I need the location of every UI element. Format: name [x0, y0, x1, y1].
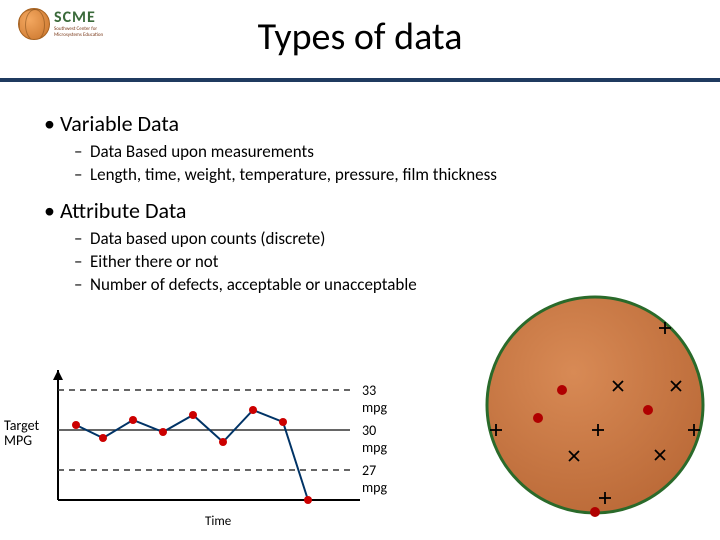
chart-ylabel: TargetMPG — [4, 418, 39, 449]
bullet-variable: Variable Data — [44, 110, 690, 137]
globe-icon — [18, 8, 50, 40]
logo-sub2: Microsystems Education — [54, 32, 103, 38]
chart-xlabel: Time — [205, 514, 231, 529]
bullet-attribute: Attribute Data — [44, 197, 690, 224]
logo-main: SCME — [54, 10, 103, 26]
logo: SCME Southwest Center for Microsystems E… — [18, 8, 103, 40]
line-chart: TargetMPG Time 33 mpg 30 mpg 27 mpg — [50, 370, 380, 520]
bullet-variable-2: Length, time, weight, temperature, press… — [90, 164, 690, 187]
bullet-variable-1: Data Based upon measurements — [90, 141, 690, 164]
bullet-attribute-2: Either there or not — [90, 251, 690, 274]
ref-label-33: 33 mpg — [362, 382, 387, 416]
bullet-attribute-1: Data based upon counts (discrete) — [90, 228, 690, 251]
ref-label-27: 27 mpg — [362, 462, 387, 496]
wafer-diagram — [480, 290, 710, 520]
ref-label-30: 30 mpg — [362, 422, 387, 456]
page-title: Types of data — [0, 0, 720, 60]
wafer-svg — [480, 290, 710, 520]
content: Variable Data Data Based upon measuremen… — [0, 82, 720, 297]
chart-svg — [50, 370, 380, 510]
